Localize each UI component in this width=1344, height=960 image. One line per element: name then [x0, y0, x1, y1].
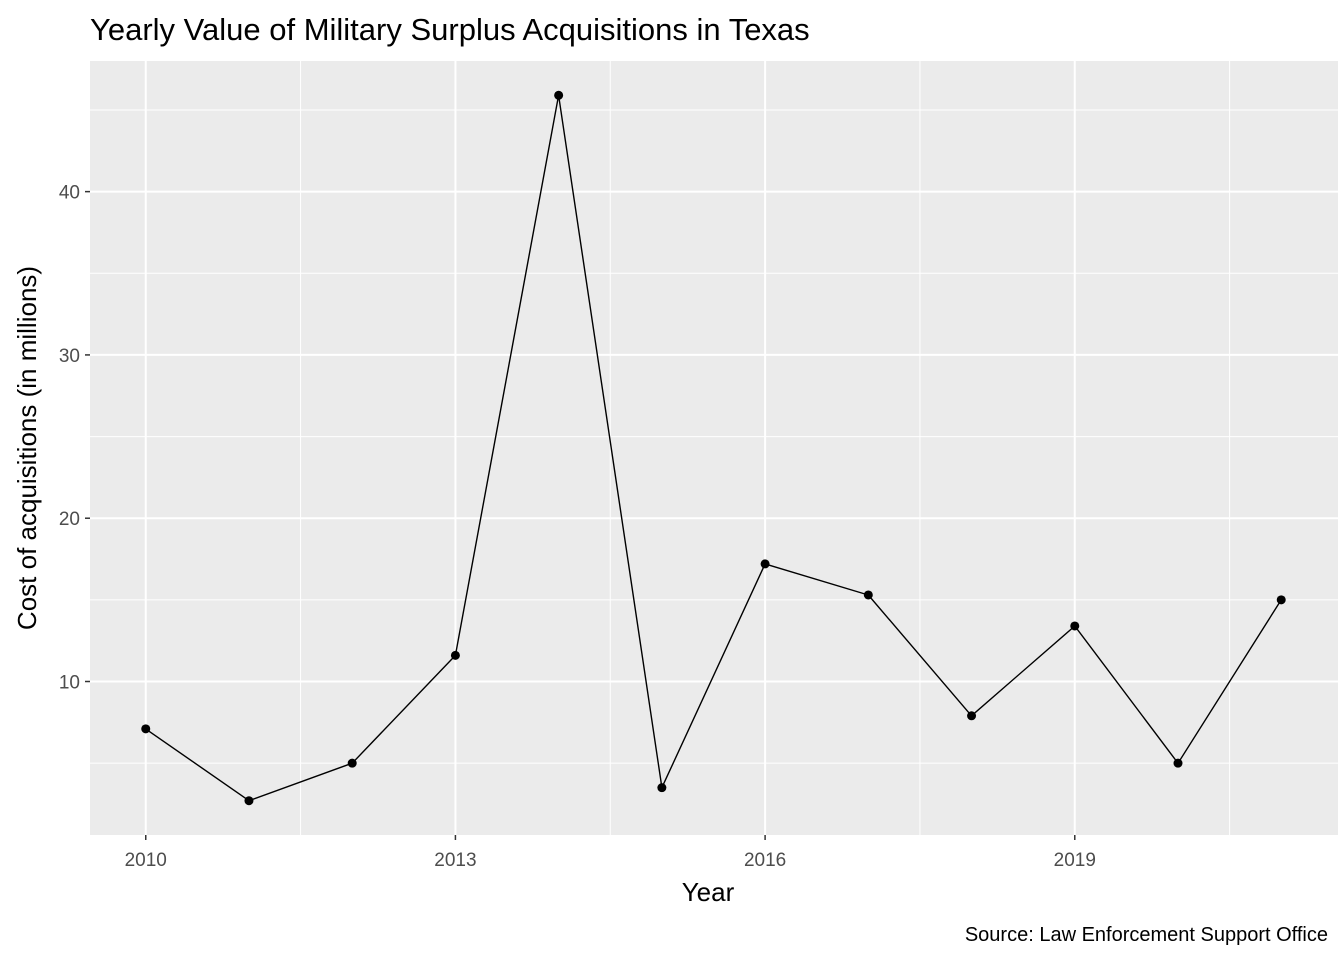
y-tick-label: 20 [59, 509, 80, 530]
data-point [760, 559, 770, 569]
data-point [450, 650, 460, 660]
x-tick-label: 2019 [1054, 850, 1096, 871]
series-line [145, 94, 1282, 802]
data-point [347, 758, 357, 768]
data-point [1070, 621, 1080, 631]
x-axis-ticks: 2010 2013 2016 2019 [125, 835, 1096, 871]
series-line-group [145, 94, 1282, 802]
data-point [863, 590, 873, 600]
y-tick-label: 30 [59, 346, 80, 367]
data-point [657, 783, 667, 793]
data-point [554, 90, 564, 100]
data-point [967, 711, 977, 721]
y-tick-label: 40 [59, 183, 80, 204]
x-tick-label: 2010 [125, 850, 167, 871]
data-point [1276, 595, 1286, 605]
data-point [1173, 758, 1183, 768]
data-points [141, 90, 1286, 806]
x-tick-label: 2013 [434, 850, 476, 871]
data-point [244, 796, 254, 806]
plot-panel [90, 61, 1338, 835]
x-tick-label: 2016 [744, 850, 786, 871]
data-point [141, 724, 151, 734]
major-gridlines [90, 61, 1338, 835]
source-caption: Source: Law Enforcement Support Office [965, 924, 1328, 946]
chart-title: Yearly Value of Military Surplus Acquisi… [90, 12, 810, 47]
y-axis-title: Cost of acquisitions (in millions) [12, 266, 42, 630]
y-tick-label: 10 [59, 673, 80, 694]
y-axis-ticks: 10 20 30 40 [59, 183, 90, 694]
x-axis-title: Year [682, 877, 735, 907]
minor-gridlines [90, 61, 1338, 835]
